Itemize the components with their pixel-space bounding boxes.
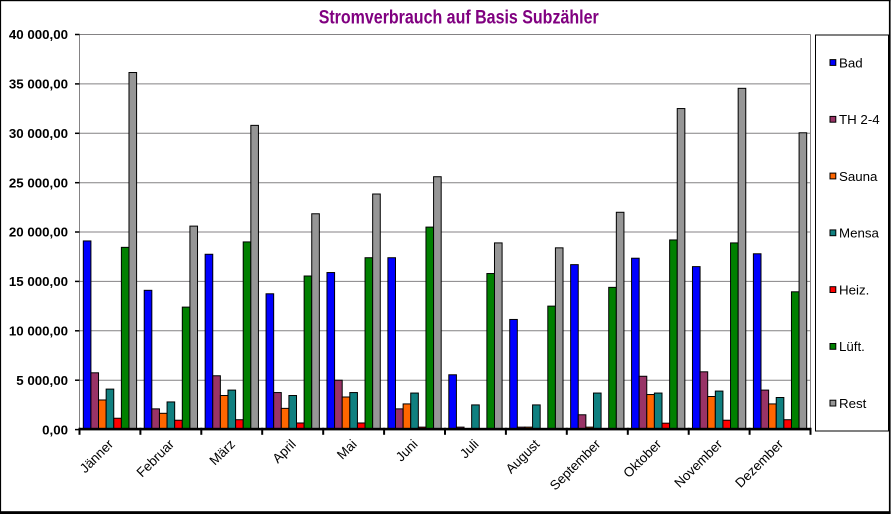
svg-text:40 000,00: 40 000,00	[9, 27, 68, 42]
svg-text:35 000,00: 35 000,00	[9, 77, 68, 92]
svg-text:Heiz.: Heiz.	[839, 282, 869, 297]
svg-text:Bad: Bad	[839, 55, 863, 70]
svg-text:Sauna: Sauna	[839, 169, 878, 184]
svg-text:Stromverbrauch auf Basis Subzä: Stromverbrauch auf Basis Subzähler	[319, 8, 600, 29]
svg-text:30 000,00: 30 000,00	[9, 126, 68, 141]
svg-text:Rest: Rest	[839, 396, 867, 411]
svg-text:Lüft.: Lüft.	[839, 339, 865, 354]
svg-text:25 000,00: 25 000,00	[9, 175, 68, 190]
svg-text:TH 2-4: TH 2-4	[839, 112, 880, 127]
svg-text:Mensa: Mensa	[839, 226, 880, 241]
svg-text:0,00: 0,00	[42, 422, 68, 437]
svg-text:10 000,00: 10 000,00	[9, 324, 68, 339]
svg-text:5 000,00: 5 000,00	[16, 373, 68, 388]
svg-text:15 000,00: 15 000,00	[9, 274, 68, 289]
svg-text:20 000,00: 20 000,00	[9, 225, 68, 240]
